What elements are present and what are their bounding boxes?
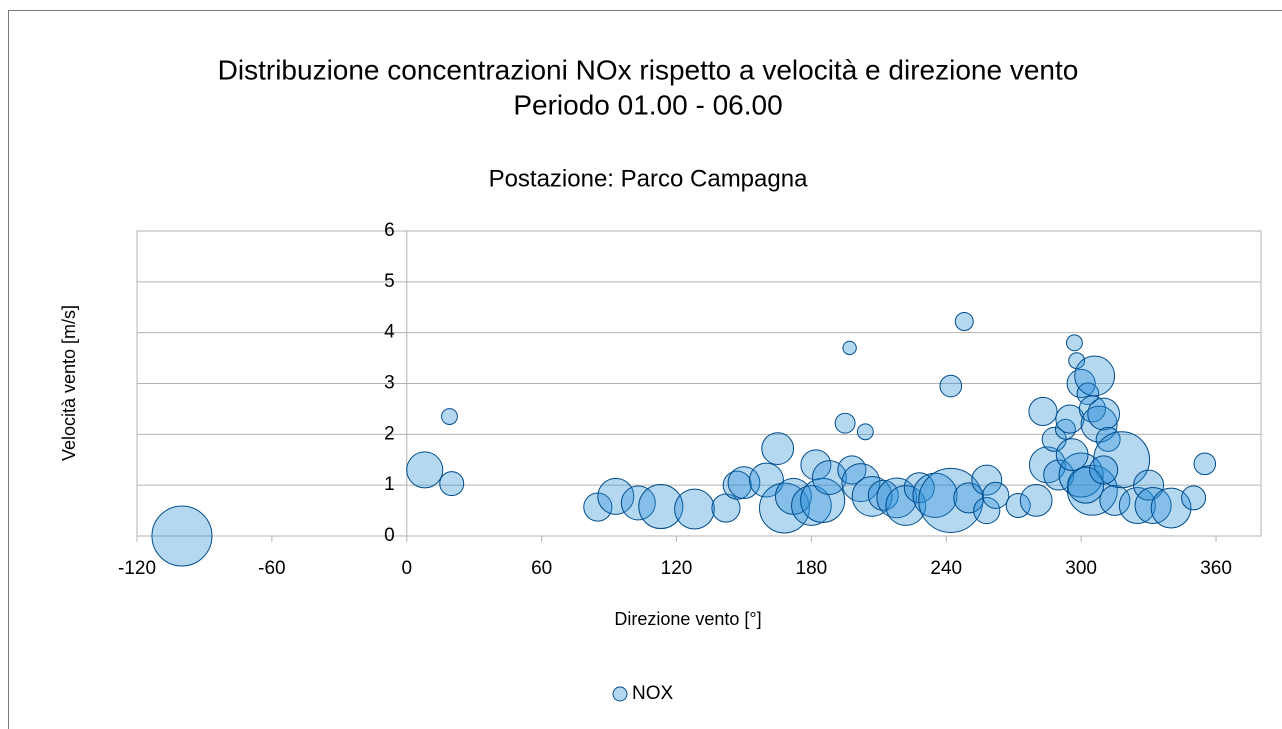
bubble (1089, 455, 1119, 485)
x-tick-label: 360 (1200, 558, 1232, 579)
bubble (748, 462, 784, 498)
bubble (867, 479, 899, 511)
bubble (973, 497, 1001, 525)
x-tick-label: 240 (930, 558, 962, 579)
y-tick-label: 5 (384, 271, 395, 292)
bubble (1134, 487, 1172, 524)
bubble (1068, 352, 1086, 370)
chart-title: Distribuzione concentrazioni NOx rispett… (218, 54, 1079, 85)
bubble (851, 475, 893, 517)
legend-marker (612, 686, 628, 702)
bubble (439, 471, 465, 497)
legend-label: NOX (632, 683, 674, 704)
x-tick-label: -60 (258, 558, 285, 579)
bubble (971, 464, 1003, 496)
bubble (1054, 418, 1076, 440)
bubble (1055, 438, 1089, 472)
bubble (727, 466, 761, 499)
bubble (1019, 484, 1053, 517)
x-tick-label: 180 (796, 558, 828, 579)
y-tick-label: 3 (384, 373, 395, 394)
bubble (151, 505, 213, 567)
bubble (1065, 334, 1083, 352)
chart-border (8, 10, 1282, 729)
bubble (834, 412, 856, 434)
bubble (939, 374, 963, 398)
chart-subtitle: Periodo 01.00 - 06.00 (513, 89, 782, 120)
bubble (1181, 485, 1207, 511)
bubble (722, 470, 752, 500)
bubble (1095, 426, 1121, 452)
y-tick-label: 1 (384, 474, 395, 495)
bubble (800, 477, 846, 523)
bubble (1067, 466, 1105, 504)
x-axis-label: Direzione vento [°] (614, 609, 761, 629)
bubble (759, 482, 810, 534)
bubble (406, 451, 444, 489)
bubble (1074, 355, 1116, 397)
y-tick-label: 4 (384, 322, 395, 343)
bubble (761, 432, 795, 465)
bubble (912, 472, 958, 518)
bubble (1118, 487, 1156, 524)
bubble (1193, 452, 1217, 476)
bubble (982, 481, 1010, 509)
bubble (918, 467, 984, 533)
annotation: Postazione: Parco Campagna (489, 165, 809, 192)
x-tick-label: 0 (401, 558, 412, 579)
y-tick-label: 6 (384, 220, 395, 241)
bubble (1087, 397, 1121, 431)
x-tick-label: 120 (661, 558, 693, 579)
bubble (1058, 452, 1104, 498)
bubble (1080, 405, 1118, 443)
y-tick-label: 2 (384, 423, 395, 444)
bubble (441, 408, 458, 425)
bubble (1099, 484, 1131, 516)
bubble (876, 477, 918, 519)
bubble (842, 340, 857, 356)
x-tick-label: -120 (118, 558, 156, 579)
y-tick-label: 0 (384, 525, 395, 546)
x-tick-label: 60 (531, 558, 552, 579)
bubble (1028, 396, 1058, 427)
bubble (837, 455, 867, 485)
bubble (1150, 487, 1192, 529)
bubble (597, 477, 635, 515)
y-axis-label: Velocità vento [m/s] (59, 305, 79, 461)
x-tick-label: 300 (1065, 558, 1097, 579)
bubble (620, 485, 656, 521)
bubble (1066, 368, 1096, 399)
bubble (954, 311, 974, 331)
bubble (1076, 382, 1100, 405)
bubble (885, 485, 927, 526)
bubble (856, 423, 874, 441)
bubble (674, 488, 715, 530)
bubble (638, 483, 684, 530)
bubble (841, 463, 881, 503)
